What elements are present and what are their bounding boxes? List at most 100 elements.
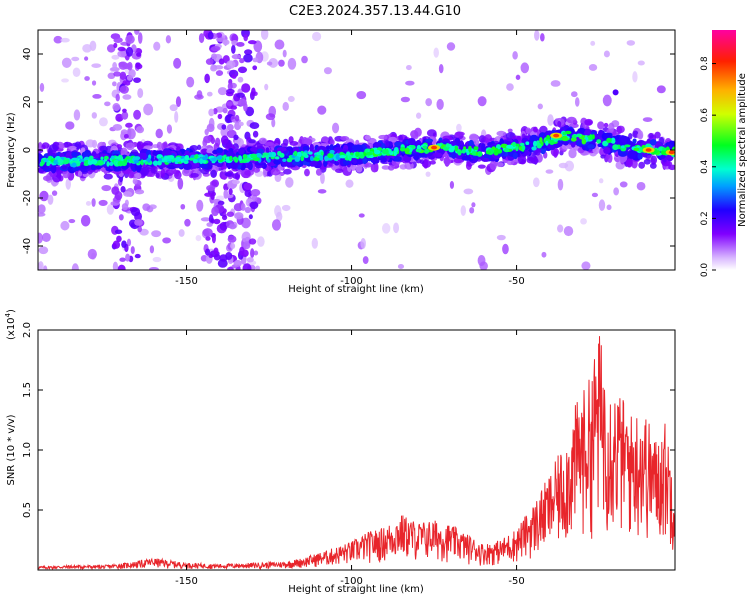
ridge-center-blob (267, 152, 273, 158)
ridge-core-blob (393, 156, 402, 162)
ridge-halo-blob (398, 134, 403, 144)
noise-blob (274, 173, 282, 182)
noise-blob (425, 171, 431, 177)
ridge-center-blob (620, 145, 625, 149)
ridge-center-blob (133, 159, 140, 164)
noise-blob (496, 234, 506, 241)
ridge-halo-blob (607, 153, 613, 164)
noise-blob (39, 82, 45, 92)
ridge-halo-blob (484, 134, 493, 144)
ridge-center-blob (125, 156, 130, 160)
ridge-core-blob (618, 150, 628, 157)
ridge-center-blob (349, 152, 354, 156)
ridge-core-blob (38, 152, 43, 162)
ridge-core-blob (90, 163, 97, 171)
noise-blob (362, 256, 369, 264)
noise-blob (47, 194, 54, 205)
noise-column-blob (126, 75, 133, 81)
ridge-center-blob (401, 146, 405, 151)
noise-column-blob (230, 105, 238, 110)
noise-blob (619, 181, 628, 188)
ridge-center-blob (300, 155, 305, 162)
noise-column-blob (233, 259, 242, 267)
ridge-halo-blob (77, 170, 83, 177)
noise-column-blob (207, 31, 214, 40)
snr-xlabel: Height of straight line (km) (288, 584, 424, 595)
ridge-core-blob (276, 147, 287, 152)
noise-column-blob (241, 30, 250, 38)
noise-column-blob (134, 219, 143, 226)
noise-blob (598, 178, 604, 184)
noise-column-blob (217, 113, 223, 120)
ridge-center-blob (78, 158, 85, 162)
colorbar-tick-label: 0.8 (700, 56, 710, 71)
noise-blob (92, 93, 102, 99)
noise-column-blob (243, 53, 253, 63)
ridge-core-blob (352, 158, 357, 165)
noise-blob (320, 172, 325, 185)
ridge-center-blob (562, 131, 567, 136)
y-tick-label: -20 (22, 190, 33, 206)
noise-column-blob (112, 81, 117, 87)
ridge-halo-blob (116, 144, 123, 149)
noise-column-blob (236, 42, 245, 47)
ridge-center-blob (293, 150, 298, 157)
ridge-halo-blob (539, 125, 548, 134)
ridge-core-blob (230, 160, 239, 170)
ridge-core-blob (481, 157, 490, 162)
noise-column-blob (211, 179, 219, 188)
ridge-center-blob (319, 155, 324, 161)
ridge-center-blob (456, 150, 463, 154)
ridge-core-blob (626, 138, 631, 147)
noise-blob (563, 226, 574, 237)
noise-column-blob (121, 111, 129, 120)
noise-blob (143, 103, 154, 116)
ridge-halo-blob (120, 147, 128, 158)
noise-blob (85, 201, 92, 206)
y-tick-label: 40 (22, 48, 33, 61)
ridge-center-blob (274, 156, 280, 160)
ridge-halo-blob (248, 139, 256, 144)
ridge-halo-blob (125, 142, 135, 151)
ridge-center-blob (63, 158, 70, 165)
ridge-center-blob (416, 145, 422, 150)
ridge-halo-blob (224, 172, 233, 177)
noise-blob (547, 114, 554, 126)
ridge-core-blob (433, 152, 443, 158)
ridge-center-blob (192, 159, 198, 164)
ridge-halo-blob (270, 168, 281, 176)
noise-column-blob (252, 65, 258, 71)
noise-blob (137, 88, 144, 99)
noise-column-blob (211, 233, 216, 244)
ridge-center-blob (575, 133, 582, 138)
noise-blob (317, 105, 327, 115)
noise-blob (477, 96, 487, 107)
ridge-center-blob (307, 151, 313, 155)
ridge-halo-blob (134, 172, 142, 179)
ridge-core-blob (529, 134, 539, 143)
ridge-halo-blob (648, 132, 654, 139)
noise-blob (400, 96, 411, 103)
noise-column-blob (206, 184, 216, 192)
noise-blob (268, 58, 279, 68)
noise-blob (65, 178, 72, 190)
noise-column-blob (127, 61, 133, 71)
noise-blob (99, 117, 108, 127)
noise-blob (415, 112, 422, 119)
noise-blob (111, 54, 120, 60)
ridge-center-blob (539, 137, 543, 143)
ridge-halo-blob (496, 162, 504, 168)
noise-column-blob (238, 121, 244, 127)
noise-blob (433, 47, 439, 58)
noise-blob (537, 103, 543, 110)
noise-column-blob (213, 218, 221, 225)
ridge-center-blob (183, 160, 189, 165)
ridge-halo-blob (533, 126, 538, 133)
noise-column-blob (208, 108, 215, 117)
noise-column-blob (114, 229, 123, 235)
ridge-center-blob (335, 154, 341, 160)
noise-column-blob (204, 248, 211, 256)
noise-blob (85, 139, 95, 148)
noise-column-blob (133, 77, 142, 83)
ridge-center-blob (589, 134, 593, 141)
